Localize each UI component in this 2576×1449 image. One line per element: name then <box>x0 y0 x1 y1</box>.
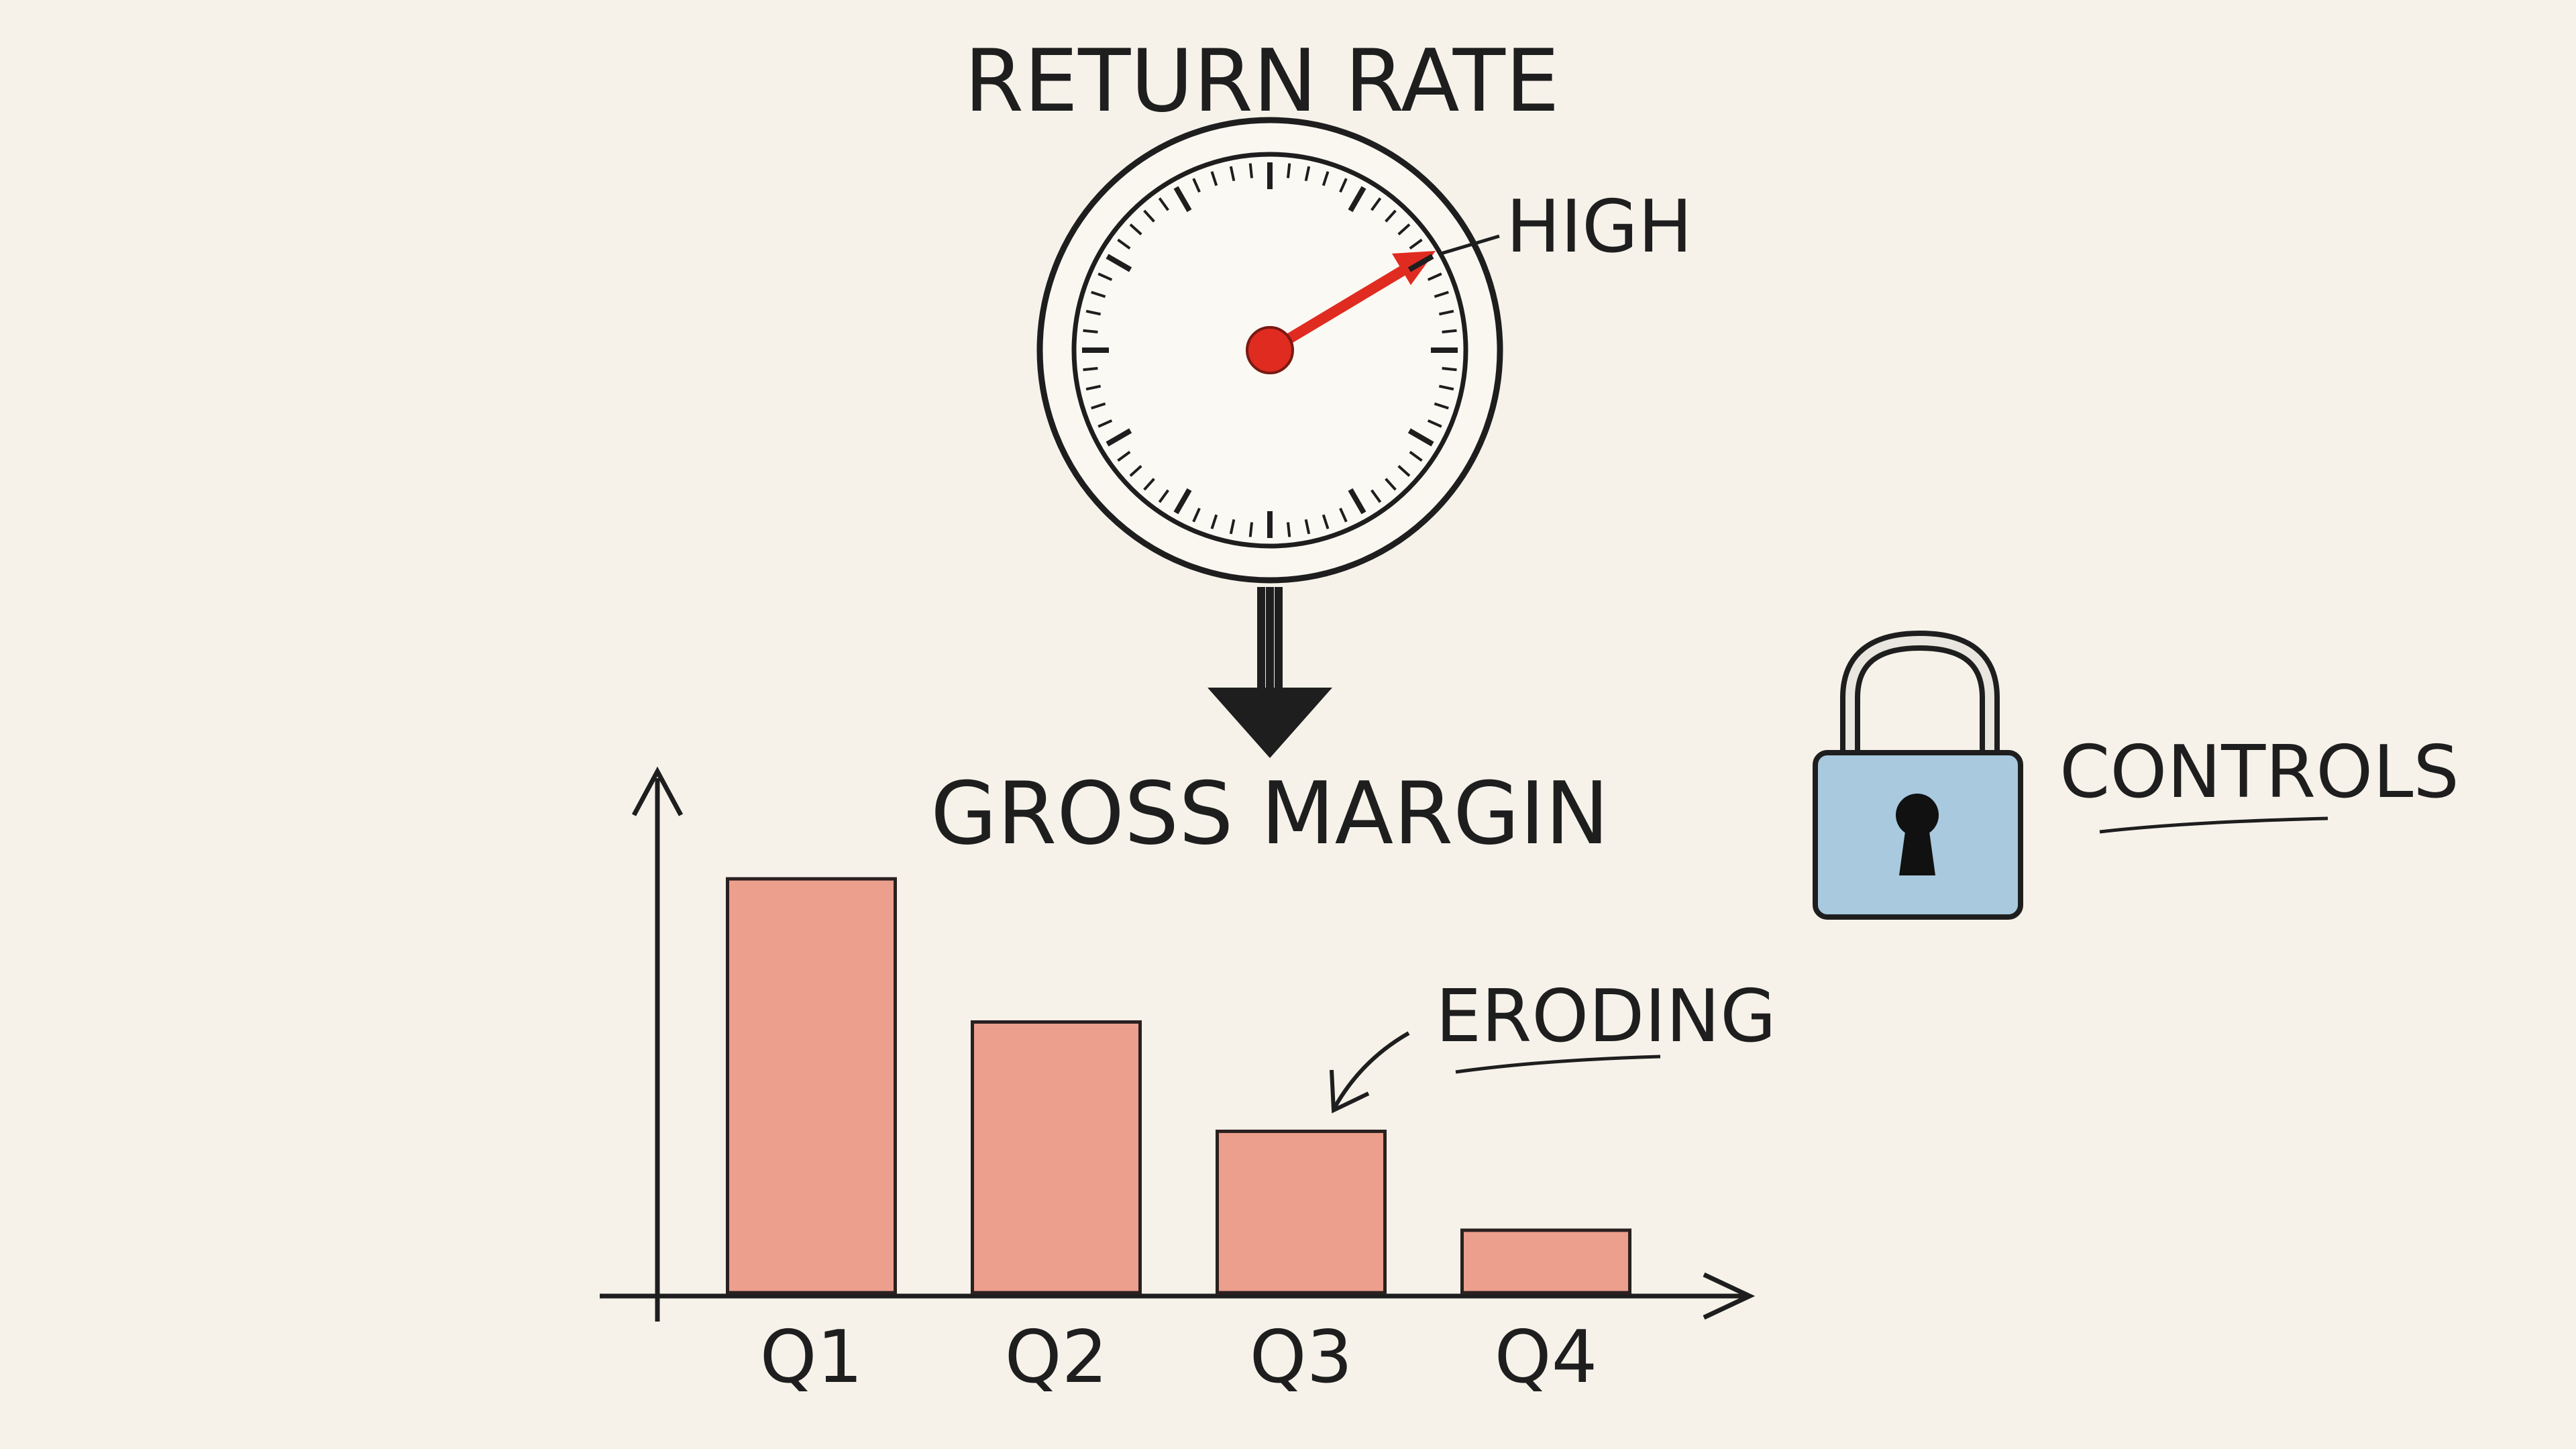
bar <box>1460 1228 1631 1295</box>
lock-label: CONTROLS <box>2059 731 2459 814</box>
chart-title: GROSS MARGIN <box>930 764 1609 864</box>
gauge-tick <box>1407 254 1434 272</box>
gauge-tick <box>1097 419 1113 428</box>
arrow-head <box>1208 688 1332 758</box>
gauge-tick <box>1129 465 1142 477</box>
bars <box>726 877 1631 1295</box>
x-tick-label: Q2 <box>1005 1316 1108 1399</box>
lock-label-underline <box>2099 816 2328 834</box>
gauge-tick <box>1106 254 1132 272</box>
gauge-tick <box>1106 428 1132 447</box>
x-tick-label: Q1 <box>760 1316 863 1399</box>
gauge-tick <box>1286 522 1291 537</box>
gauge-tick <box>1397 465 1411 477</box>
gauge-tick <box>1117 238 1131 250</box>
gauge-tick <box>1409 451 1423 462</box>
gauge <box>1036 117 1503 584</box>
gauge-tick <box>1339 507 1348 523</box>
gauge-tick <box>1322 514 1330 529</box>
gauge-tick <box>1407 428 1434 447</box>
gauge-tick <box>1322 171 1330 186</box>
gauge-tick <box>1083 329 1098 334</box>
gauge-tick <box>1385 209 1397 223</box>
gauge-tick <box>1286 163 1291 178</box>
gauge-tick <box>1442 329 1457 334</box>
gauge-tick <box>1348 186 1366 213</box>
gauge-tick <box>1085 384 1102 391</box>
bar <box>1216 1129 1387 1295</box>
gauge-tick <box>1427 419 1442 428</box>
gauge-tick <box>1248 522 1254 537</box>
x-tick-label: Q3 <box>1250 1316 1353 1399</box>
gauge-tick <box>1192 178 1201 193</box>
gauge-tick <box>1210 171 1218 186</box>
gauge-tick <box>1091 290 1106 299</box>
x-tick-label: Q4 <box>1495 1316 1598 1399</box>
gauge-tick <box>1397 223 1411 235</box>
gauge-tick <box>1304 166 1311 182</box>
gauge-tick <box>1304 519 1311 535</box>
gauge-tick <box>1371 197 1382 211</box>
gauge-tick <box>1371 489 1382 503</box>
annotation-underline <box>1455 1055 1661 1074</box>
gauge-tick <box>1339 178 1348 193</box>
gauge-tick <box>1158 197 1169 211</box>
bar <box>971 1020 1142 1295</box>
gauge-tick <box>1438 309 1454 316</box>
gauge-tick <box>1117 451 1131 462</box>
gauge-tick <box>1158 489 1169 503</box>
gauge-title: RETURN RATE <box>964 32 1560 131</box>
gauge-tick <box>1434 402 1449 410</box>
gauge-tick <box>1248 163 1254 178</box>
gauge-tick <box>1085 309 1102 316</box>
keyhole-slot <box>1899 822 1935 875</box>
gauge-tick <box>1143 209 1155 223</box>
gauge-tick <box>1129 223 1142 235</box>
gauge-tick <box>1427 272 1442 281</box>
x-axis-arrow <box>1703 1272 1756 1320</box>
gauge-tick <box>1434 290 1449 299</box>
y-axis-arrow <box>631 766 684 816</box>
annotation: ERODING <box>1436 975 1776 1059</box>
gauge-tick <box>1091 402 1106 410</box>
gauge-tick <box>1210 514 1218 529</box>
annotation-arrow-head <box>1330 1069 1370 1114</box>
gauge-hub <box>1246 326 1294 374</box>
gauge-tick <box>1143 478 1155 491</box>
gauge-tick <box>1409 238 1423 250</box>
flow-arrow <box>1208 587 1332 758</box>
gauge-label: HIGH <box>1506 185 1693 269</box>
gauge-tick <box>1192 507 1201 523</box>
gauge-tick <box>1097 272 1113 281</box>
bar <box>726 877 897 1295</box>
high-leader <box>1440 234 1500 256</box>
gauge-tick <box>1442 366 1457 372</box>
gauge-needle <box>1265 260 1417 356</box>
lock <box>1813 630 2023 920</box>
gauge-tick <box>1173 488 1192 515</box>
gauge-tick <box>1438 384 1454 391</box>
gauge-tick <box>1173 186 1192 213</box>
gauge-tick <box>1348 488 1366 515</box>
gauge-tick <box>1229 519 1236 535</box>
gauge-tick <box>1083 366 1098 372</box>
lock-shackle-inner <box>1845 635 1994 755</box>
gauge-tick <box>1229 166 1236 182</box>
gauge-tick <box>1385 478 1397 491</box>
annotation-arrow <box>1333 1031 1410 1108</box>
